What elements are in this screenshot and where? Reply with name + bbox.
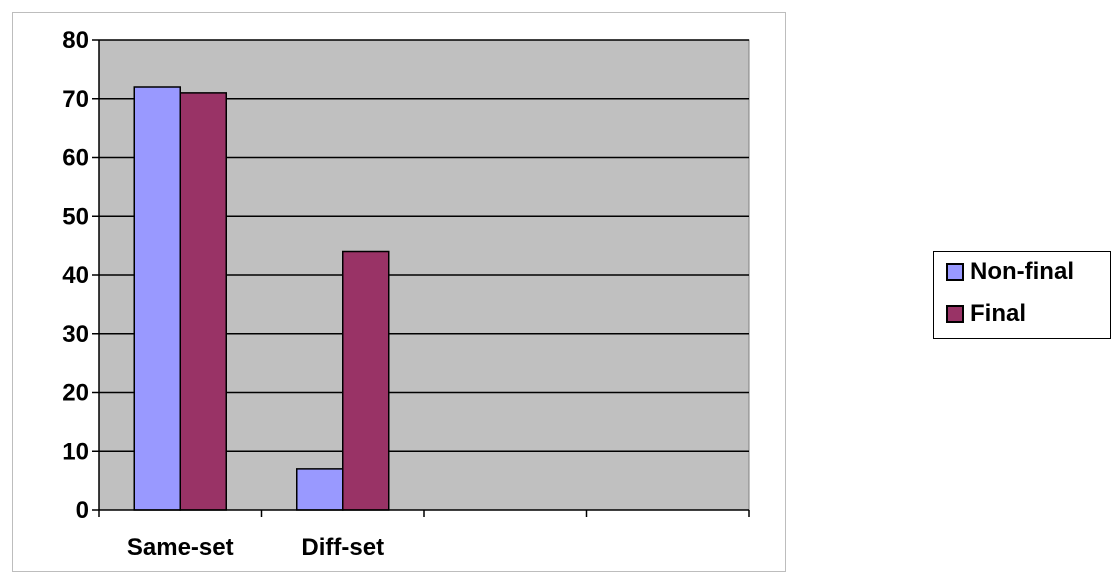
axes [92,39,750,517]
y-tick-label-40: 40 [62,262,89,289]
y-tick-label-50: 50 [62,203,89,230]
bars [133,86,390,511]
y-axis-tick-labels: 0 10 20 30 40 50 60 70 80 [62,27,89,524]
legend-swatch-final [946,305,964,323]
legend-item-final: Final [946,300,1026,328]
y-tick-label-60: 60 [62,145,89,172]
y-tick-label-80: 80 [62,27,89,54]
bar-final-diff-set [342,250,390,511]
legend-label-final: Final [970,300,1027,327]
bar-non-final-diff-set [296,468,344,511]
legend-swatch-non-final [946,263,964,281]
bar-final-same-set [179,92,227,511]
legend-item-non-final: Non-final [946,258,1074,286]
legend-label-non-final: Non-final [970,258,1074,285]
x-tick-label-same-set: Same-set [127,534,234,561]
y-tick-label-10: 10 [62,438,89,465]
y-tick-label-20: 20 [62,380,89,407]
legend: Non-final Final [933,251,1111,339]
x-axis-tick-labels: Same-set Diff-set [127,534,384,561]
y-tick-label-70: 70 [62,86,89,113]
bar-non-final-same-set [133,86,181,511]
y-tick-label-0: 0 [76,497,89,524]
x-tick-label-diff-set: Diff-set [301,534,384,561]
y-tick-label-30: 30 [62,321,89,348]
